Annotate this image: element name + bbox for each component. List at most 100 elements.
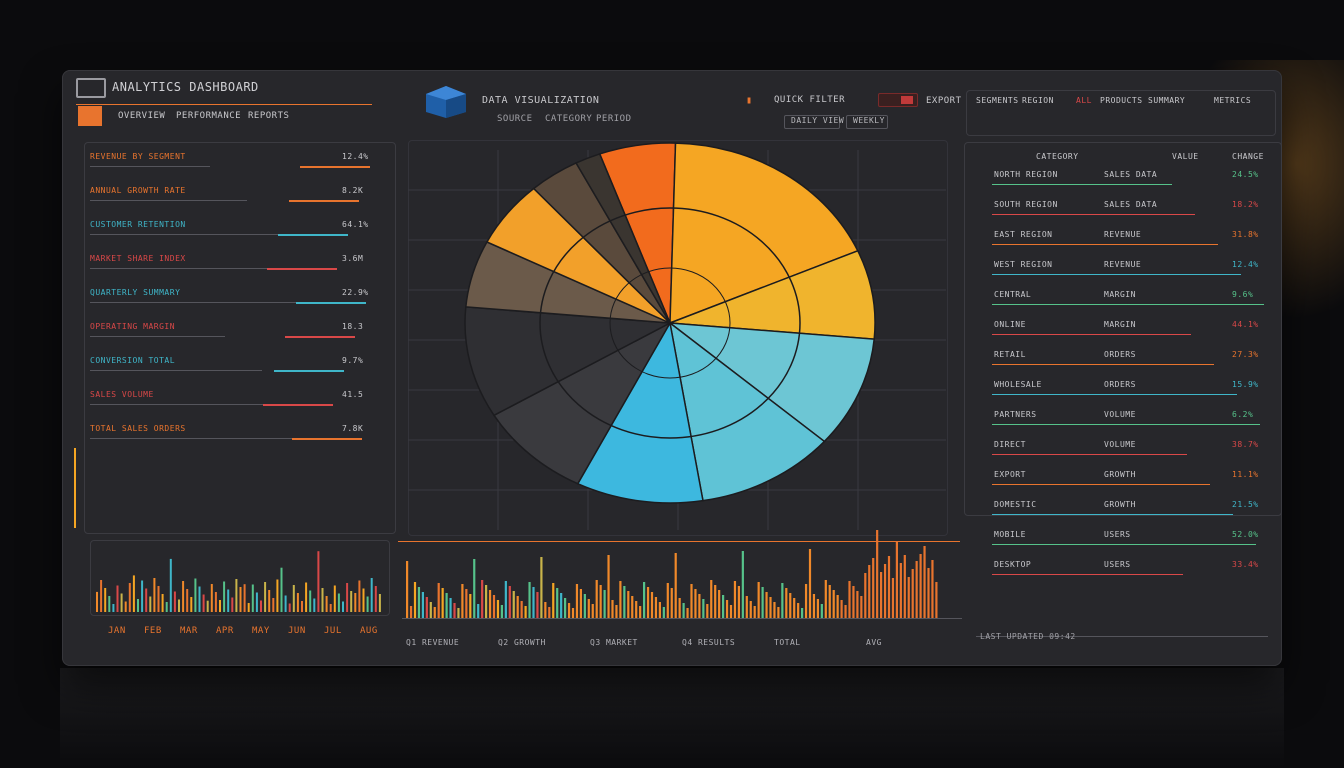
center-sub-period[interactable]: PERIOD <box>596 114 632 124</box>
left-mini-chart <box>96 551 381 612</box>
nav-products[interactable]: PRODUCTS <box>1100 96 1143 105</box>
left-mini-bar <box>223 581 226 612</box>
left-mini-bar <box>104 588 107 612</box>
pie-slice[interactable] <box>492 321 672 485</box>
left-mini-chart-frame <box>90 540 390 616</box>
main-bar <box>852 586 855 618</box>
main-bar <box>698 594 701 618</box>
left-mini-bar <box>280 567 283 612</box>
main-bar <box>662 607 665 618</box>
table-cell-label: ORDERS <box>1104 380 1136 389</box>
main-bar <box>481 580 484 618</box>
main-bar <box>749 601 752 618</box>
center-sub-category[interactable]: CATEGORY <box>545 114 593 124</box>
table-cell-label: GROWTH <box>1104 500 1136 509</box>
left-mini-bar <box>313 598 316 612</box>
center-sub-source[interactable]: SOURCE <box>497 114 533 124</box>
nav-all[interactable]: ALL <box>1076 96 1092 105</box>
main-bar <box>812 594 816 618</box>
left-mini-bar <box>358 580 361 612</box>
nav-summary[interactable]: SUMMARY <box>1148 96 1186 105</box>
left-mini-bar <box>214 592 217 612</box>
nav-metrics[interactable]: METRICS <box>1214 96 1252 105</box>
menu-button[interactable] <box>78 106 102 126</box>
left-mini-bar <box>145 588 148 612</box>
left-mini-bar <box>202 594 205 612</box>
main-bar <box>406 561 409 618</box>
month-label: AUG <box>360 626 378 636</box>
main-bar <box>524 606 527 618</box>
main-bar <box>801 608 804 618</box>
tab-overview[interactable]: OVERVIEW <box>118 111 166 121</box>
main-bar <box>453 603 456 618</box>
left-mini-bar <box>206 600 209 612</box>
left-mini-bar <box>132 575 135 612</box>
weekly-button[interactable]: WEEKLY <box>846 115 888 129</box>
left-mini-bar <box>100 580 103 612</box>
metric-progress <box>278 234 348 236</box>
table-row-divider <box>992 454 1187 455</box>
metric-divider <box>90 200 247 201</box>
metric-value: 64.1% <box>342 220 369 229</box>
nav-segments[interactable]: SEGMENTS <box>976 96 1019 105</box>
pie-slice[interactable] <box>668 321 826 502</box>
table-cell-change: 24.5% <box>1232 170 1259 179</box>
metric-title: CONVERSION TOTAL <box>90 356 176 365</box>
table-cell-label: VOLUME <box>1104 440 1136 449</box>
main-bar <box>773 602 776 618</box>
tab-reports[interactable]: REPORTS <box>248 111 290 121</box>
daily-view-button[interactable]: DAILY VIEW <box>784 115 844 129</box>
metric-title: SALES VOLUME <box>90 390 154 399</box>
left-mini-bar <box>178 599 180 612</box>
left-mini-bar <box>301 601 303 612</box>
left-mini-bar <box>284 595 287 612</box>
table-row-divider <box>992 484 1210 485</box>
main-bar <box>816 599 819 618</box>
main-bar <box>891 578 895 618</box>
main-bar <box>441 588 444 618</box>
left-mini-bar <box>296 593 299 612</box>
main-bar <box>876 530 879 618</box>
filter-icon[interactable]: ▮ <box>746 95 753 106</box>
table-cell-change: 11.1% <box>1232 470 1259 479</box>
table-cell-change: 9.6% <box>1232 290 1254 299</box>
main-bar <box>690 584 693 618</box>
pie-slice[interactable] <box>464 306 673 417</box>
metric-value: 12.4% <box>342 152 369 161</box>
tab-performance[interactable]: PERFORMANCE <box>176 111 242 121</box>
pie-slice[interactable] <box>576 320 704 504</box>
export-button[interactable]: EXPORT <box>926 96 962 106</box>
main-bar <box>615 605 618 618</box>
main-bar <box>856 591 859 618</box>
left-mini-bar <box>329 604 332 612</box>
pie-slice[interactable] <box>669 249 876 340</box>
main-bar <box>488 590 492 618</box>
main-bar <box>765 592 768 618</box>
nav-region[interactable]: REGION <box>1022 96 1054 105</box>
left-mini-bar <box>370 578 373 612</box>
left-mini-bar <box>219 600 221 612</box>
left-mini-bar <box>333 585 336 612</box>
main-bar <box>741 551 744 618</box>
main-bar <box>465 589 468 618</box>
app-title: ANALYTICS DASHBOARD <box>112 80 259 94</box>
pie-center-ring <box>609 267 731 379</box>
metric-divider <box>90 234 284 235</box>
table-cell-category: CENTRAL <box>994 290 1032 299</box>
pie-slice[interactable] <box>575 152 671 324</box>
left-mini-bar <box>239 587 242 612</box>
left-mini-bar <box>169 558 172 612</box>
left-mini-bar <box>165 602 168 612</box>
right-table-panel <box>964 142 1282 516</box>
metric-progress <box>285 336 355 338</box>
toggle-switch[interactable] <box>878 93 918 107</box>
main-bar <box>887 556 891 618</box>
main-bar <box>670 588 673 618</box>
left-mini-bar <box>124 601 127 612</box>
month-label: FEB <box>144 626 162 636</box>
pie-slice[interactable] <box>669 142 859 325</box>
metric-value: 41.5 <box>342 390 364 399</box>
main-bar <box>560 593 563 618</box>
table-cell-category: EAST REGION <box>994 230 1053 239</box>
left-mini-bar <box>366 596 369 612</box>
